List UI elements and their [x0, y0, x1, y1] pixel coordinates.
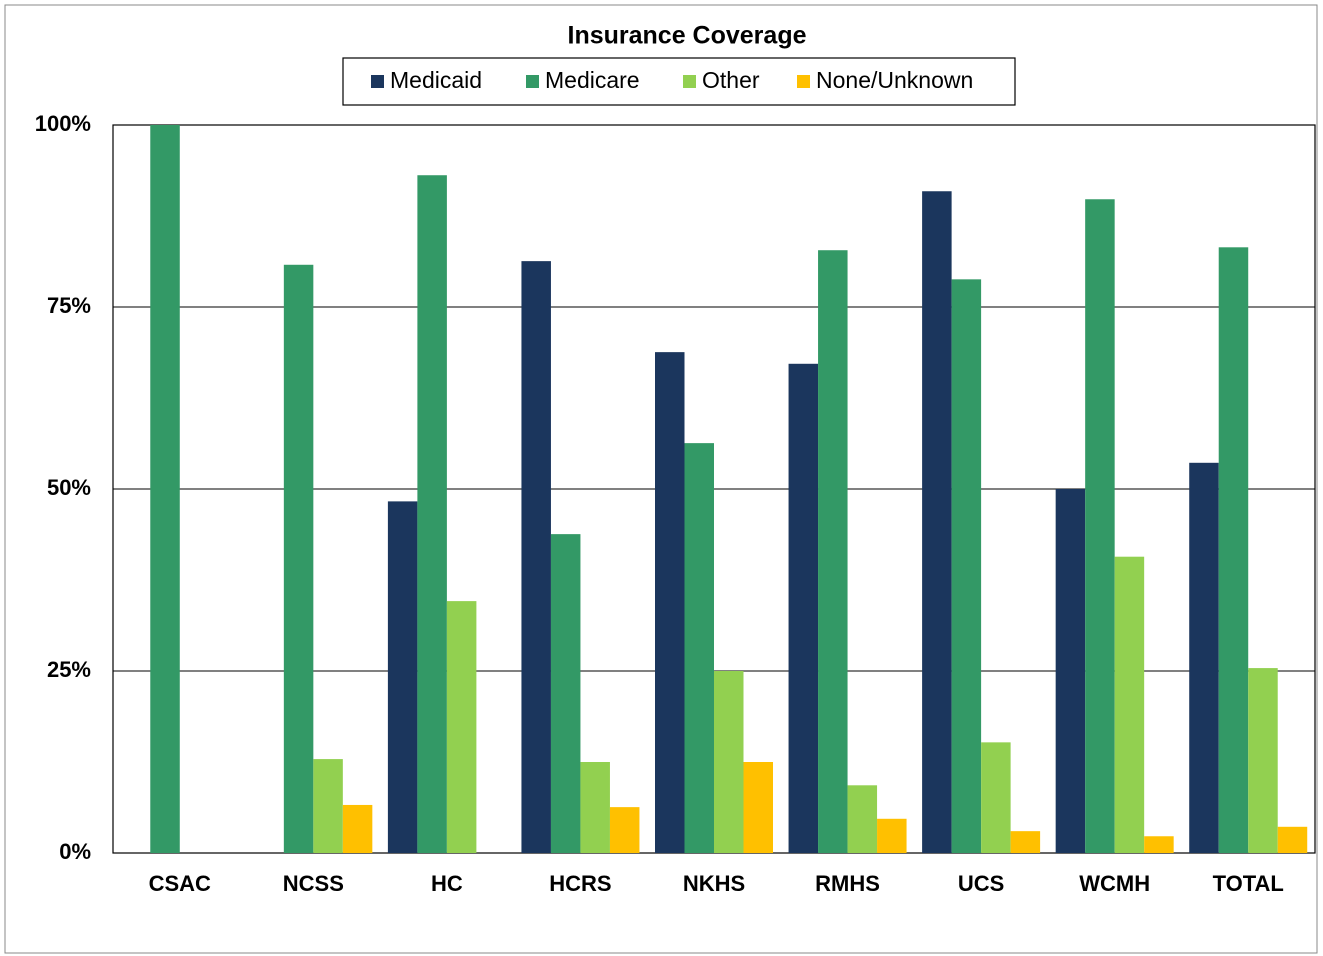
bar	[550, 534, 581, 853]
chart-title: Insurance Coverage	[568, 22, 807, 50]
bar	[283, 264, 314, 853]
legend-swatch	[683, 75, 696, 88]
x-tick-label: UCS	[958, 871, 1004, 896]
bar	[981, 742, 1011, 853]
bar	[743, 762, 773, 853]
legend-swatch	[797, 75, 810, 88]
bar	[580, 762, 610, 853]
bar	[655, 352, 685, 853]
bar	[818, 250, 848, 853]
bar	[150, 125, 180, 853]
legend-label: Other	[702, 67, 760, 93]
y-tick-label: 0%	[59, 839, 91, 864]
bar	[387, 501, 418, 853]
bar	[684, 443, 714, 853]
x-tick-label: CSAC	[149, 871, 211, 896]
bar	[1085, 199, 1115, 854]
bar	[788, 363, 819, 853]
bar	[951, 279, 982, 853]
x-tick-label: NCSS	[283, 871, 344, 896]
bar	[1248, 668, 1278, 853]
legend-label: Medicaid	[390, 67, 482, 93]
x-tick-label: HC	[431, 871, 463, 896]
x-tick-label: HCRS	[549, 871, 611, 896]
y-tick-label: 50%	[47, 475, 91, 500]
bar	[609, 807, 640, 853]
bar	[1189, 462, 1219, 853]
bar	[1114, 556, 1145, 853]
x-tick-label: WCMH	[1079, 871, 1150, 896]
bar	[342, 804, 373, 853]
bar	[313, 759, 343, 853]
x-tick-label: NKHS	[683, 871, 745, 896]
bar	[1144, 836, 1174, 853]
legend-label: None/Unknown	[816, 67, 973, 93]
legend-swatch	[371, 75, 384, 88]
bar	[446, 601, 477, 853]
legend-swatch	[526, 75, 539, 88]
bar	[417, 175, 447, 853]
x-tick-label: RMHS	[815, 871, 880, 896]
x-tick-label: TOTAL	[1213, 871, 1284, 896]
bar	[714, 671, 744, 853]
legend-box	[342, 57, 1016, 106]
bar	[877, 818, 907, 853]
bar	[521, 261, 551, 853]
y-tick-label: 25%	[47, 657, 91, 682]
bar	[1277, 826, 1308, 853]
bar	[1055, 489, 1086, 853]
bar	[922, 191, 952, 854]
bar	[847, 785, 878, 853]
bar	[1218, 247, 1249, 853]
y-tick-label: 100%	[35, 111, 91, 136]
y-tick-label: 75%	[47, 293, 91, 318]
legend-label: Medicare	[545, 67, 640, 93]
bar	[1010, 831, 1041, 853]
